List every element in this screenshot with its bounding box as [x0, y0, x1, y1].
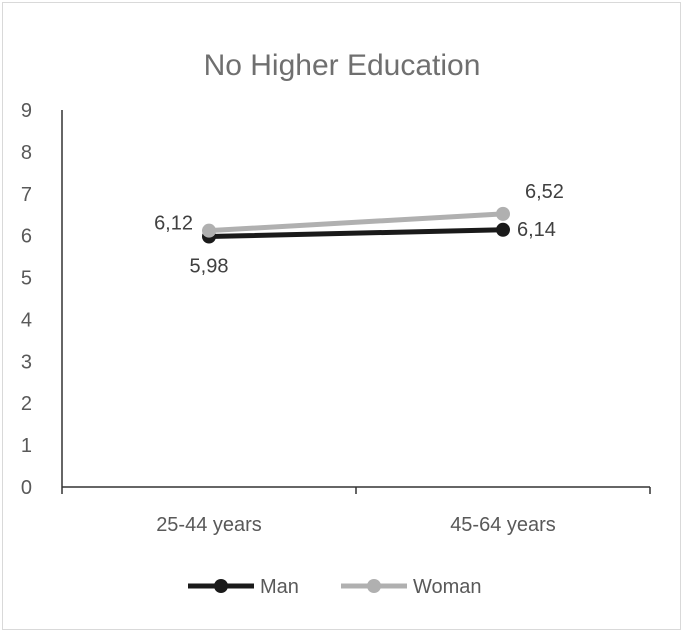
y-tick-label: 1: [21, 435, 32, 457]
y-tick-label: 2: [21, 393, 32, 415]
y-tick-label: 8: [21, 142, 32, 164]
series-line-woman: [206, 211, 506, 234]
legend-marker-woman: [367, 579, 381, 593]
data-label-woman: 6,52: [525, 181, 564, 203]
series-line-man: [206, 227, 506, 240]
axes: [61, 110, 651, 494]
data-labels: 5,98 6,14 6,12 6,52: [154, 181, 564, 278]
y-tick-label: 0: [21, 477, 32, 499]
data-point-woman: [202, 223, 216, 238]
legend: Man Woman: [188, 576, 482, 598]
tick-labels: 0 1 2 3 4 5 6 7 8 9 25-44 years 45-64 years: [21, 100, 556, 536]
series-lines: [202, 206, 510, 244]
chart-title: No Higher Education: [204, 49, 481, 82]
y-tick-label: 4: [21, 309, 32, 331]
x-tick-label: 45-64 years: [450, 514, 556, 536]
data-label-woman: 6,12: [154, 213, 193, 235]
y-tick-label: 5: [21, 268, 32, 290]
data-label-man: 5,98: [190, 256, 229, 278]
legend-label-man: Man: [260, 576, 299, 598]
legend-label-woman: Woman: [413, 576, 482, 598]
y-tick-label: 9: [21, 100, 32, 122]
data-label-man: 6,14: [517, 219, 556, 241]
x-tick-label: 25-44 years: [156, 514, 262, 536]
y-tick-label: 7: [21, 184, 32, 206]
y-tick-label: 3: [21, 351, 32, 373]
y-tick-label: 6: [21, 226, 32, 248]
legend-marker-man: [214, 579, 228, 593]
data-point-man: [496, 222, 510, 237]
data-point-woman: [496, 206, 510, 221]
